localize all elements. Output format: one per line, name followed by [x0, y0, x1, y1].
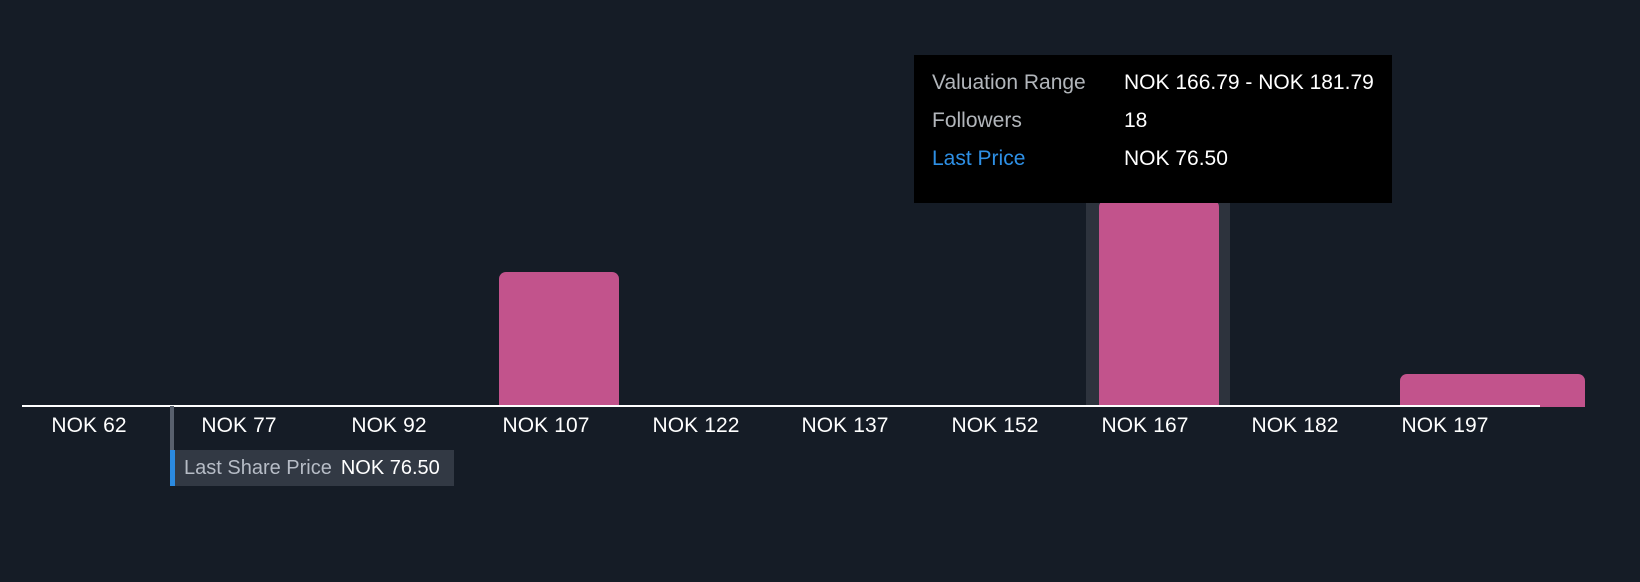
histogram-bar[interactable]: [1400, 374, 1585, 407]
x-axis-tick-labels: NOK 62 NOK 77 NOK 92 NOK 107 NOK 122 NOK 137 N…: [0, 414, 1640, 448]
tooltip-row-valuation-range: Valuation Range NOK 166.79 - NOK 181.79: [932, 71, 1374, 109]
last-share-price-badge[interactable]: Last Share Price NOK 76.50: [170, 450, 454, 486]
x-axis-tick-label: NOK 182: [1251, 414, 1339, 437]
histogram-bar[interactable]: [499, 272, 619, 407]
plot-area: [499, 186, 1585, 407]
tooltip-value-valuation-range: NOK 166.79 - NOK 181.79: [1124, 71, 1374, 94]
tooltip-key-valuation-range: Valuation Range: [932, 71, 1086, 94]
tooltip-value-followers: 18: [1124, 109, 1148, 132]
x-axis-tick-label: NOK 167: [1101, 414, 1189, 437]
x-axis-tick-label: NOK 137: [801, 414, 889, 437]
tooltip-row-last-price: Last Price NOK 76.50: [932, 147, 1374, 185]
tooltip-key-last-price: Last Price: [932, 147, 1026, 170]
tooltip-key-followers: Followers: [932, 109, 1022, 132]
x-axis-tick-label: NOK 107: [502, 414, 590, 437]
tooltip-value-last-price: NOK 76.50: [1124, 147, 1228, 170]
last-share-price-label: Last Share Price: [184, 456, 332, 479]
last-share-price-value: NOK 76.50: [340, 456, 440, 479]
x-axis-tick-label: NOK 152: [951, 414, 1039, 437]
x-axis-tick-label: NOK 122: [652, 414, 740, 437]
x-axis-tick-label: NOK 92: [351, 414, 427, 437]
x-axis-tick-label: NOK 77: [201, 414, 277, 437]
x-axis-tick-label: NOK 197: [1401, 414, 1489, 437]
x-axis-tick-label: NOK 62: [51, 414, 127, 437]
chart-tooltip: Valuation Range NOK 166.79 - NOK 181.79 …: [914, 55, 1392, 203]
tooltip-row-followers: Followers 18: [932, 109, 1374, 147]
x-axis-line: [22, 405, 1540, 407]
last-share-price-marker-line: [170, 406, 174, 450]
histogram-bar[interactable]: [1099, 200, 1219, 407]
